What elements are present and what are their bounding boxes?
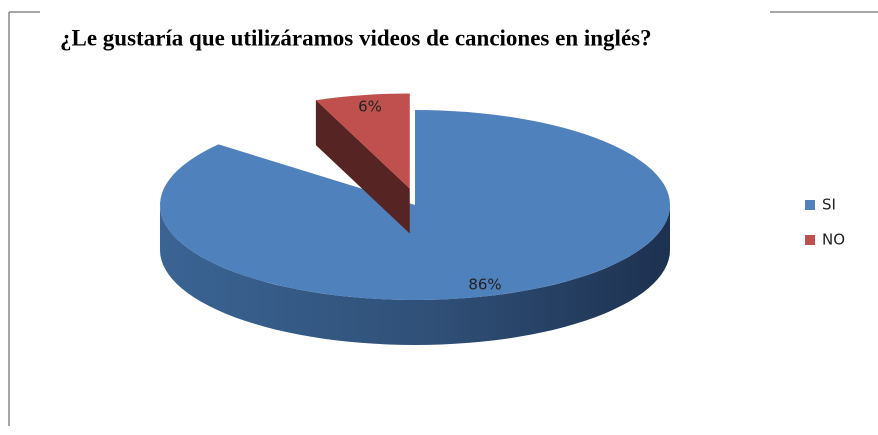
slice — [160, 110, 670, 345]
slice-top — [315, 93, 410, 189]
chart-title: ¿Le gustaría que utilizáramos videos de … — [60, 25, 652, 50]
slice — [315, 93, 410, 234]
data-label: 86% — [468, 276, 501, 294]
data-label: 6% — [358, 98, 382, 116]
slice-wall — [315, 100, 410, 234]
legend-label: NO — [822, 231, 845, 249]
plot: 86% 6% — [160, 93, 670, 345]
legend-label: SI — [822, 196, 836, 214]
legend-swatch — [805, 200, 815, 210]
legend-swatch — [805, 235, 815, 245]
slice-side — [160, 205, 670, 345]
slice-top — [160, 110, 670, 300]
